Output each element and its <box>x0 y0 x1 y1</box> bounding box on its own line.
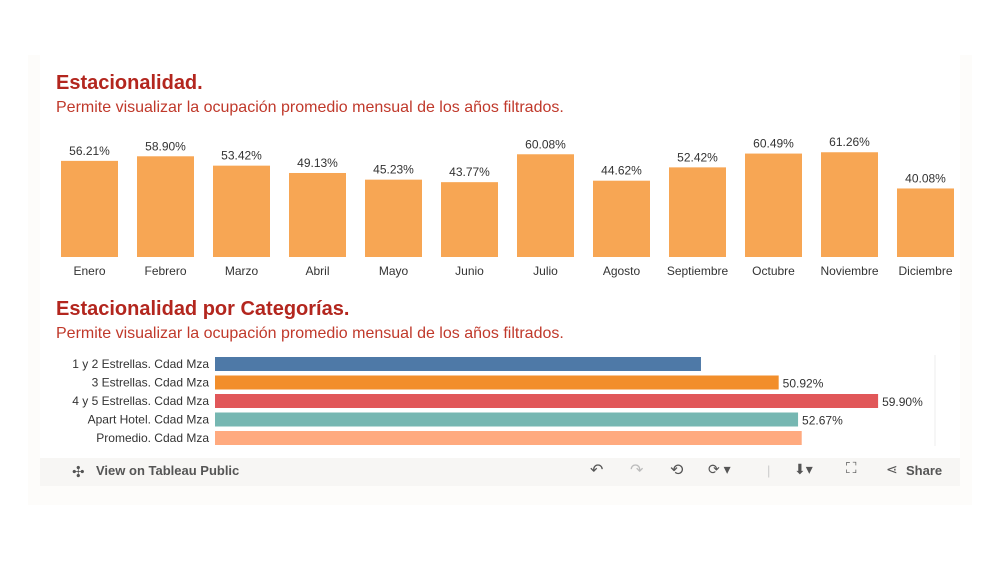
month-label: Noviembre <box>820 264 878 278</box>
bar-value-label: 43.77% <box>449 165 490 179</box>
month-label: Diciembre <box>898 264 952 278</box>
category-value-label: 50.92% <box>783 377 824 391</box>
month-label: Enero <box>73 264 105 278</box>
bar-value-label: 53.42% <box>221 149 262 163</box>
bar-value-label: 45.23% <box>373 163 414 177</box>
fullscreen-icon[interactable]: ⛶ <box>846 460 857 477</box>
tableau-logo-icon: ✣ <box>72 464 85 481</box>
share-icon[interactable]: ⋖ <box>886 461 898 477</box>
month-label: Febrero <box>144 264 186 278</box>
bar-value-label: 61.26% <box>829 135 870 149</box>
chart2-subtitle: Permite visualizar la ocupación promedio… <box>56 325 564 342</box>
month-bar <box>821 152 878 257</box>
bar-value-label: 58.90% <box>145 139 186 153</box>
bar-value-label: 52.42% <box>677 150 718 164</box>
revert-icon[interactable]: ⟲ <box>670 462 684 479</box>
month-bar <box>897 188 954 257</box>
month-bar <box>213 165 270 257</box>
month-bar <box>669 167 726 257</box>
divider: | <box>767 463 771 478</box>
month-label: Junio <box>455 264 484 278</box>
category-bar <box>215 431 802 445</box>
category-value-label: 59.90% <box>882 395 923 409</box>
category-label: 1 y 2 Estrellas. Cdad Mza <box>72 357 209 371</box>
bar-value-label: 40.08% <box>905 171 946 185</box>
redo-icon[interactable]: ↷ <box>630 462 644 479</box>
category-label: 3 Estrellas. Cdad Mza <box>92 376 210 390</box>
chart2-title: Estacionalidad por Categorías. <box>56 298 350 320</box>
month-bar <box>517 154 574 257</box>
undo-icon[interactable]: ↶ <box>590 462 604 479</box>
category-value-label: 52.67% <box>802 414 843 428</box>
month-label: Abril <box>305 264 329 278</box>
bar-value-label: 44.62% <box>601 164 642 178</box>
month-bar <box>441 182 498 257</box>
month-bar <box>61 160 118 257</box>
month-bar <box>289 172 346 257</box>
category-label: Apart Hotel. Cdad Mza <box>88 413 210 427</box>
bar-value-label: 49.13% <box>297 156 338 170</box>
bar-value-label: 60.49% <box>753 137 794 151</box>
category-label: Promedio. Cdad Mza <box>96 431 209 445</box>
tableau-toolbar: ✣ View on Tableau Public ↶ ↷ ⟲ ⟳ ▾ | ⬇▾ … <box>40 458 960 486</box>
month-bar <box>137 156 194 257</box>
bar-value-label: 60.08% <box>525 137 566 151</box>
month-bar <box>593 180 650 257</box>
share-button[interactable]: Share <box>906 463 943 478</box>
refresh-icon[interactable]: ⟳ ▾ <box>708 461 731 477</box>
month-label: Agosto <box>603 264 641 278</box>
category-label: 4 y 5 Estrellas. Cdad Mza <box>72 394 209 408</box>
chart1-title: Estacionalidad. <box>56 72 203 94</box>
chart1-subtitle: Permite visualizar la ocupación promedio… <box>56 99 564 116</box>
category-bar <box>215 394 879 408</box>
month-label: Julio <box>533 264 558 278</box>
month-label: Marzo <box>225 264 259 278</box>
month-label: Mayo <box>379 264 409 278</box>
month-bar <box>745 153 802 257</box>
category-bar <box>215 412 799 427</box>
month-label: Octubre <box>752 264 795 278</box>
view-on-tableau-link[interactable]: View on Tableau Public <box>96 463 240 478</box>
category-bar <box>215 357 701 371</box>
month-label: Septiembre <box>667 264 729 278</box>
bar-value-label: 56.21% <box>69 144 110 158</box>
download-icon[interactable]: ⬇▾ <box>794 461 813 477</box>
category-bar <box>215 375 779 390</box>
month-bar <box>365 179 422 257</box>
